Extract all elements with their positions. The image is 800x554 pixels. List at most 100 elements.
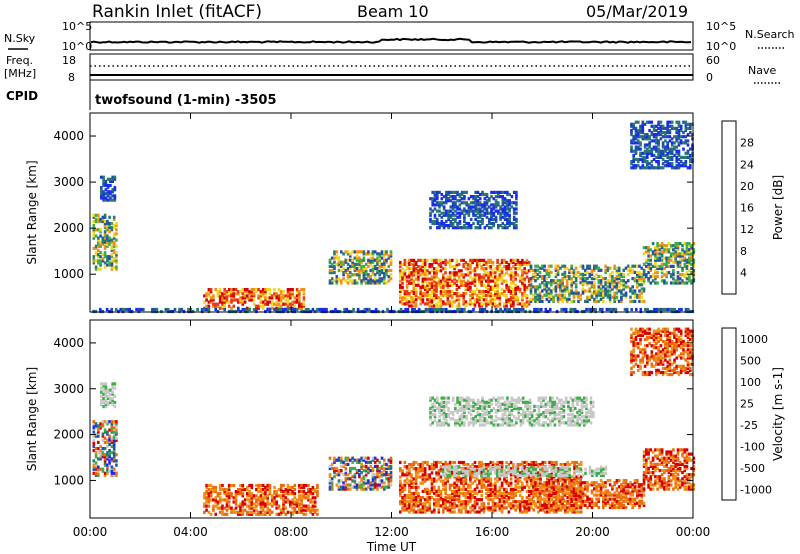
power-cell — [469, 207, 473, 211]
velocity-cell — [221, 498, 224, 502]
power-cell — [507, 265, 511, 269]
velocity-cell — [106, 438, 109, 442]
power-cell — [451, 279, 454, 283]
power-cell — [664, 139, 667, 143]
power-cell — [643, 151, 647, 155]
power-cell — [615, 270, 619, 274]
velocity-cell — [466, 485, 470, 489]
velocity-cell — [225, 500, 229, 504]
power-cell — [419, 298, 422, 302]
power-cell — [659, 126, 663, 130]
velocity-cell — [439, 475, 443, 479]
power-cell — [419, 285, 422, 289]
power-cell — [561, 279, 564, 283]
velocity-cell — [94, 471, 98, 475]
velocity-cell — [257, 483, 260, 488]
power-cell — [403, 269, 407, 273]
velocity-cell — [462, 485, 465, 489]
velocity-cell — [92, 463, 96, 467]
power-cell — [584, 281, 587, 285]
velocity-cell — [246, 492, 249, 496]
power-cell — [660, 258, 664, 262]
power-cell — [358, 271, 361, 275]
velocity-cell — [417, 504, 420, 508]
power-cell — [666, 143, 669, 147]
power-cell — [460, 209, 464, 213]
power-cell — [387, 254, 391, 258]
velocity-cell — [261, 488, 265, 492]
power-cell — [620, 291, 623, 295]
velocity-cell — [419, 475, 422, 479]
power-cell — [376, 266, 379, 271]
velocity-cell — [482, 508, 486, 512]
velocity-cell — [360, 462, 363, 466]
power-cell — [417, 307, 421, 312]
velocity-cell — [383, 481, 386, 485]
power-cell — [678, 273, 682, 277]
velocity-cell — [340, 469, 343, 473]
velocity-cell — [525, 477, 529, 481]
power-cell — [485, 207, 489, 211]
velocity-cell — [307, 506, 310, 510]
velocity-cell — [337, 485, 341, 489]
power-cell — [94, 253, 98, 257]
power-cell — [445, 209, 448, 213]
power-cell — [676, 271, 680, 275]
power-cell — [521, 271, 524, 275]
velocity-cell — [521, 496, 524, 500]
velocity-cell — [437, 502, 441, 506]
power-cell — [663, 273, 666, 277]
power-cell — [363, 307, 367, 312]
power-cell — [564, 307, 568, 312]
velocity-cell — [480, 485, 483, 489]
velocity-cell — [516, 506, 520, 510]
power-cell — [515, 201, 518, 205]
power-cell — [518, 267, 522, 271]
power-cell — [221, 300, 224, 304]
power-cell — [248, 296, 251, 300]
power-cell — [692, 242, 696, 246]
power-cell — [650, 153, 654, 157]
power-cell — [508, 213, 511, 217]
power-cell — [110, 238, 114, 242]
velocity-cell — [313, 490, 317, 494]
power-cell — [275, 296, 278, 300]
power-cell — [412, 285, 416, 289]
velocity-cell — [466, 491, 470, 496]
velocity-cell — [442, 483, 445, 487]
power-cell — [536, 295, 540, 299]
velocity-cell — [353, 458, 357, 462]
velocity-cell — [351, 479, 354, 483]
power-cell — [108, 263, 111, 267]
power-cell — [652, 145, 656, 149]
velocity-cell — [205, 496, 208, 500]
power-cell — [645, 260, 648, 264]
velocity-cell — [399, 475, 402, 479]
power-cell — [446, 285, 450, 289]
power-cell — [512, 271, 515, 275]
velocity-cell — [94, 422, 98, 426]
velocity-cell — [514, 485, 517, 489]
velocity-cell — [527, 498, 531, 502]
power-cell — [405, 294, 409, 298]
power-cell — [298, 302, 301, 306]
power-cell — [523, 294, 526, 298]
power-cell — [650, 166, 654, 170]
power-cell — [440, 219, 444, 224]
velocity-cell — [446, 469, 450, 473]
velocity-cell — [437, 493, 441, 498]
velocity-cell — [464, 467, 468, 471]
velocity-cell — [230, 483, 233, 488]
power-cell — [661, 149, 665, 153]
velocity-cell — [291, 506, 294, 510]
power-cell — [497, 224, 500, 228]
power-cell — [492, 203, 496, 207]
velocity-cell — [205, 490, 208, 494]
velocity-cell — [439, 491, 443, 496]
power-cell — [545, 272, 549, 276]
velocity-cell — [387, 485, 391, 489]
velocity-cell — [401, 471, 404, 475]
power-cell — [494, 285, 497, 289]
power-cell — [454, 195, 457, 199]
power-cell — [451, 203, 455, 207]
